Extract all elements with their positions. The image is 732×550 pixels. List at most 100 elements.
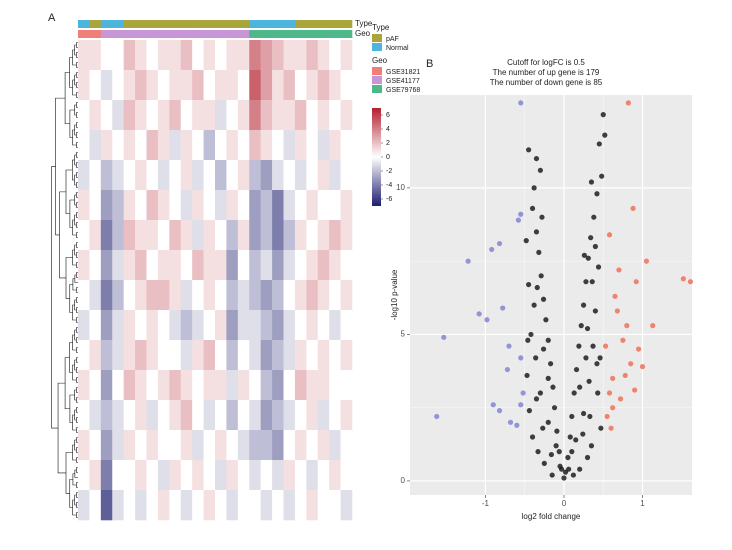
heat-cell [260, 190, 273, 221]
heat-cell [123, 340, 136, 371]
dendrogram [76, 482, 78, 488]
annotation-cell [249, 20, 261, 28]
legend-title: Geo [372, 56, 388, 65]
heat-cell [306, 40, 319, 71]
point [583, 279, 589, 285]
heat-cell [78, 190, 90, 221]
heat-cell [89, 310, 102, 341]
heat-cell [180, 280, 193, 311]
heat-cell [203, 40, 216, 71]
heat-cell [78, 490, 90, 521]
annotation-cell [157, 30, 170, 38]
dendrogram [76, 202, 78, 208]
point [650, 323, 656, 329]
legend-swatch [372, 34, 382, 42]
heat-cell [135, 400, 147, 431]
heat-cell [180, 40, 193, 71]
annotation: Cutoff for logFC is 0.5 [507, 58, 585, 67]
annotation-cell [272, 20, 284, 28]
heat-cell [123, 220, 136, 251]
annotation-cell [306, 20, 319, 28]
heat-cell [192, 370, 204, 401]
point [622, 372, 628, 379]
heat-cell [283, 250, 296, 281]
heat-cell [112, 70, 124, 101]
heat-cell [89, 400, 102, 431]
heat-cell [157, 70, 170, 101]
heat-cell [180, 220, 193, 251]
point [533, 396, 540, 402]
annotation-cell [100, 30, 113, 38]
heat-cell [215, 100, 227, 131]
heat-cell [215, 130, 227, 161]
point [484, 317, 490, 323]
point [624, 323, 630, 329]
dendrogram [76, 367, 78, 373]
heat-cell [283, 460, 296, 491]
heat-cell [317, 310, 330, 341]
heat-cell [112, 430, 124, 461]
heat-cell [180, 160, 193, 191]
heat-cell [340, 400, 353, 431]
heat-cell [306, 100, 319, 131]
heat-cell [203, 250, 216, 281]
heat-cell [180, 490, 193, 521]
heat-cell [317, 460, 330, 491]
heat-cell [215, 310, 227, 341]
dendrogram [76, 172, 78, 178]
heat-cell [192, 190, 204, 221]
point [595, 390, 601, 396]
heat-cell [192, 100, 204, 131]
heat-cell [112, 100, 124, 131]
heat-cell [157, 280, 170, 311]
scale-tick-label: -4 [386, 182, 392, 189]
heat-cell [237, 100, 250, 131]
point [643, 258, 650, 264]
heat-cell [317, 370, 330, 401]
point [533, 229, 540, 235]
heat-cell [203, 460, 216, 491]
heat-cell [146, 490, 159, 521]
dendrogram [76, 132, 78, 138]
point [531, 185, 537, 191]
point [553, 443, 559, 449]
point [507, 419, 514, 425]
heat-cell [329, 160, 341, 191]
point [602, 343, 609, 349]
heat-cell [180, 430, 193, 461]
heat-cell [112, 40, 124, 71]
heat-cell [78, 220, 90, 251]
heat-cell [192, 460, 204, 491]
annotation-cell [294, 30, 307, 38]
heat-cell [135, 190, 147, 221]
point [577, 384, 583, 390]
heat-cell [89, 370, 102, 401]
point [540, 346, 547, 352]
dendrogram [76, 92, 78, 98]
heat-cell [249, 490, 261, 521]
heat-cell [123, 460, 136, 491]
heat-cell [135, 310, 147, 341]
heat-cell [283, 310, 296, 341]
heat-cell [249, 460, 261, 491]
heat-cell [169, 370, 182, 401]
heat-cell [237, 130, 250, 161]
annotation-cell [203, 30, 216, 38]
heat-cell [294, 370, 307, 401]
heat-cell [157, 250, 170, 281]
heat-cell [146, 40, 159, 71]
heat-cell [169, 100, 182, 131]
scale-tick-label: 2 [386, 140, 390, 147]
scale-tick-label: 6 [386, 112, 390, 119]
heat-cell [249, 100, 261, 131]
point [540, 296, 547, 302]
heat-cell [192, 70, 204, 101]
annotation-cell [180, 20, 193, 28]
scale-tick-label: 4 [386, 126, 390, 133]
heat-cell [180, 340, 193, 371]
dendrogram [76, 377, 78, 383]
heat-cell [317, 220, 330, 251]
dendrogram [76, 307, 78, 313]
heat-cell [157, 220, 170, 251]
point [529, 205, 536, 212]
